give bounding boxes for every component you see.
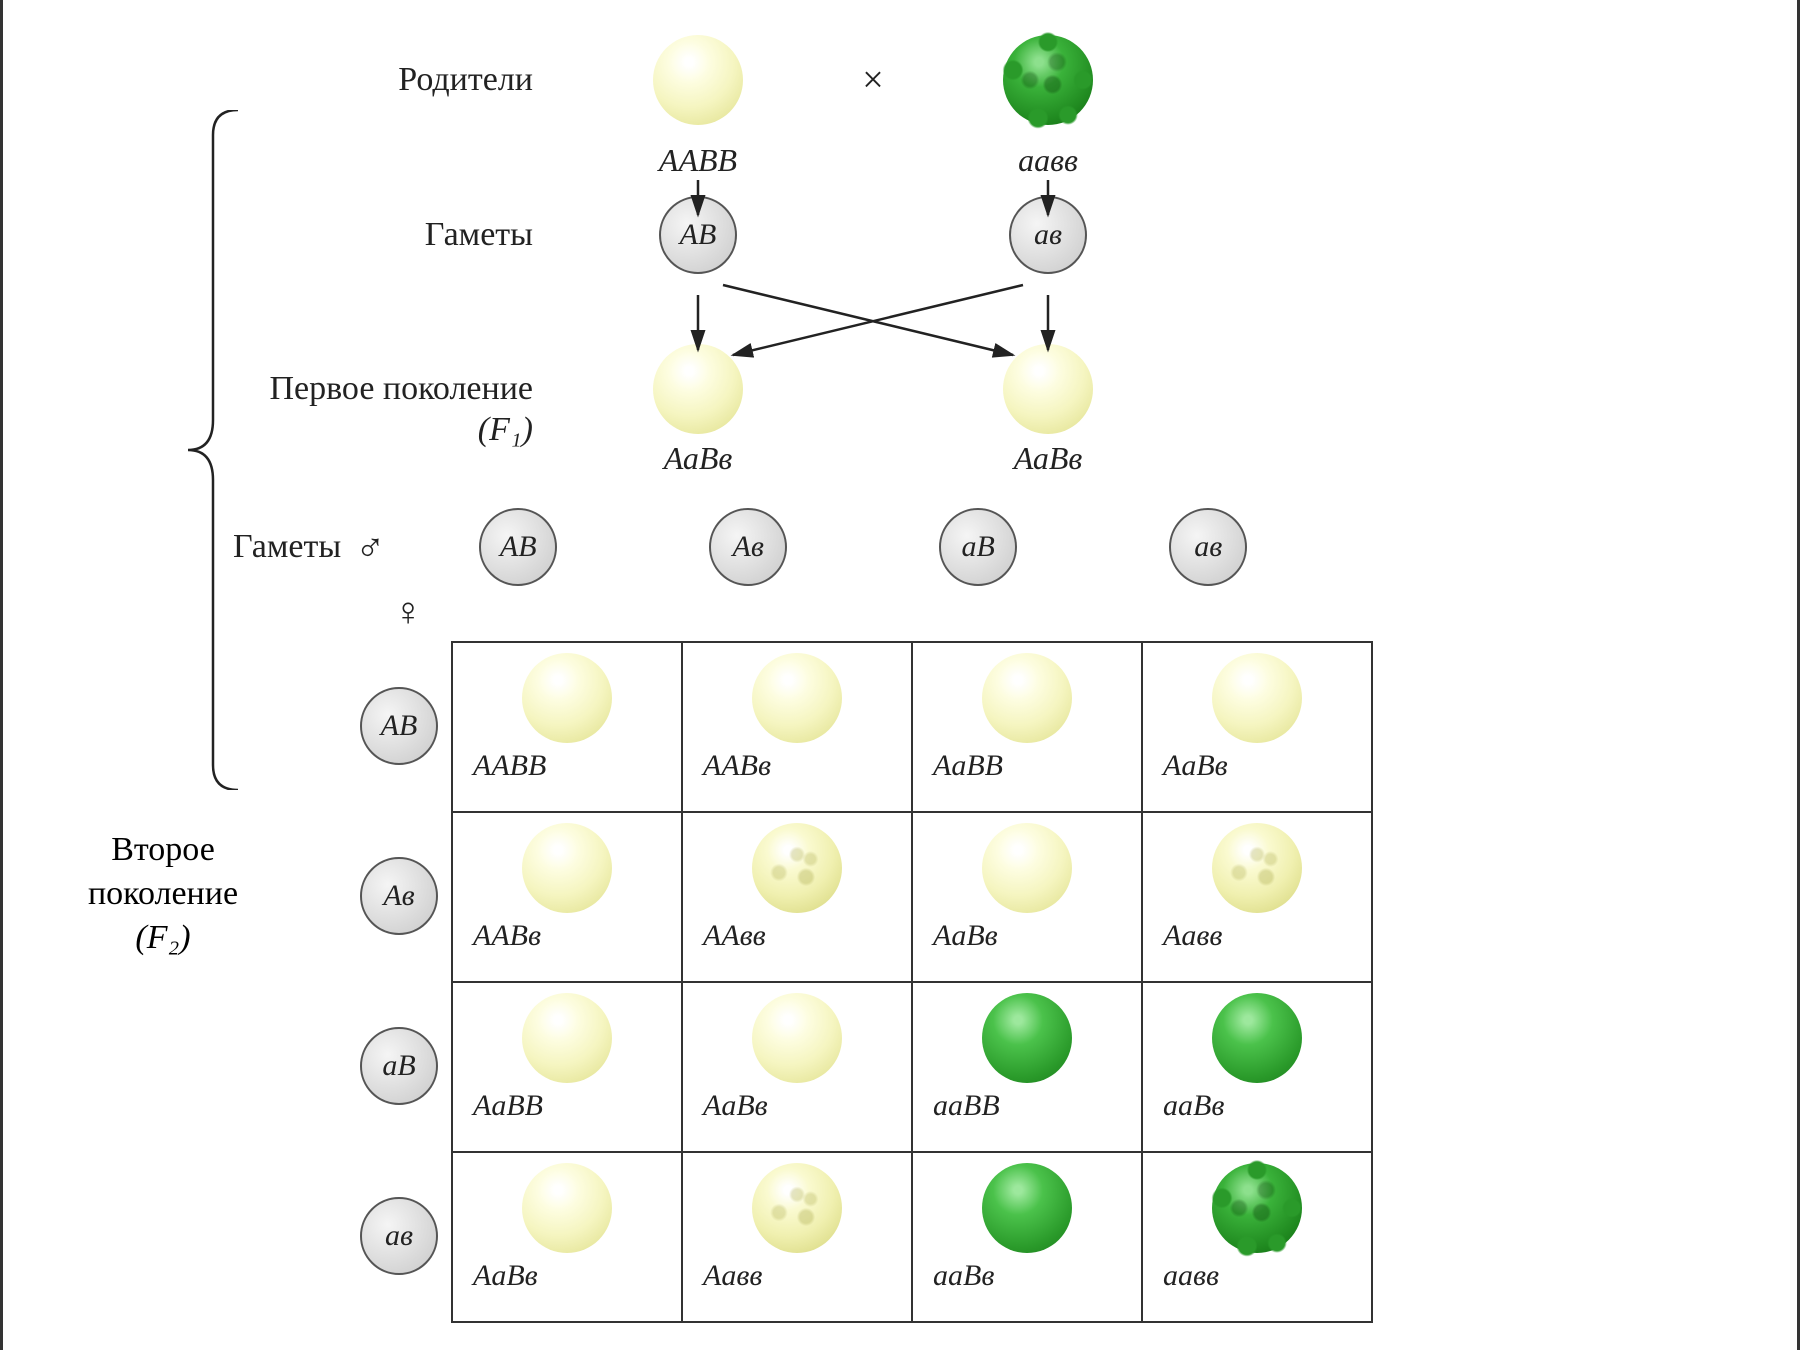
cell-genotype: AABв bbox=[453, 919, 681, 953]
pea-phenotype bbox=[1212, 993, 1302, 1083]
parent-2-genotype: аавв bbox=[1018, 142, 1078, 179]
punnett-cell: AaBв bbox=[1142, 642, 1372, 812]
punnett-cell: aaBв bbox=[1142, 982, 1372, 1152]
punnett-cell: AAвв bbox=[682, 812, 912, 982]
col-gamete-1-text: Aв bbox=[733, 530, 764, 564]
pea-phenotype bbox=[522, 1163, 612, 1253]
parent-2-pea bbox=[1003, 35, 1093, 125]
punnett-cell: AaBв bbox=[682, 982, 912, 1152]
f2-symbol: (F₂) bbox=[43, 916, 283, 960]
col-gamete-3-text: ав bbox=[1194, 530, 1222, 564]
f1-offspring-1: АаВв bbox=[653, 344, 743, 477]
punnett-cell: AABB bbox=[452, 642, 682, 812]
cell-genotype: AaBв bbox=[683, 1089, 911, 1123]
pea-phenotype bbox=[752, 1163, 842, 1253]
gametes-header-label: Гаметы bbox=[233, 528, 341, 566]
cell-genotype: AaBв bbox=[453, 1259, 681, 1293]
punnett-table: AABBAABвAaBBAaBвAABвAAввAaBвAaввAaBBAaBв… bbox=[451, 641, 1373, 1323]
f2-label: Второе поколение (F₂) bbox=[43, 828, 283, 961]
row-gamete-0: AB bbox=[360, 687, 438, 765]
parent-1-pea bbox=[653, 35, 743, 125]
gamete-AB: AB bbox=[659, 196, 737, 274]
row-gamete-0-text: AB bbox=[381, 709, 418, 743]
col-gamete-1: Aв bbox=[709, 508, 787, 586]
pea-phenotype bbox=[982, 823, 1072, 913]
punnett-cell: aaBв bbox=[912, 1152, 1142, 1322]
row-gamete-3: ав bbox=[360, 1197, 438, 1275]
cell-genotype: Aaвв bbox=[683, 1259, 911, 1293]
parental-cross-diagram: Родители × AABB аавв Гаметы AB ав Первое… bbox=[103, 20, 1757, 490]
female-symbol: ♀ bbox=[393, 589, 423, 634]
f1-label-text: Первое поколение bbox=[269, 369, 533, 410]
punnett-section: Второе поколение (F₂) Гаметы ♂ AB Aв aB … bbox=[43, 508, 1757, 1323]
gamete-ab: ав bbox=[1009, 196, 1087, 274]
pea-phenotype bbox=[522, 993, 612, 1083]
f2-bracket bbox=[183, 110, 243, 790]
cell-genotype: aaBв bbox=[1143, 1089, 1371, 1123]
punnett-cell: AaBв bbox=[452, 1152, 682, 1322]
col-gamete-2-text: aB bbox=[962, 530, 995, 564]
f1-offspring-2: АаВв bbox=[1003, 344, 1093, 477]
punnett-cell: AaBB bbox=[452, 982, 682, 1152]
col-gamete-2: aB bbox=[939, 508, 1017, 586]
row-gamete-1-text: Aв bbox=[383, 879, 414, 913]
punnett-cell: Aaвв bbox=[1142, 812, 1372, 982]
pea-phenotype bbox=[1212, 1163, 1302, 1253]
row-gamete-3-text: ав bbox=[385, 1219, 413, 1253]
col-gamete-0-text: AB bbox=[500, 530, 537, 564]
f1-pea-2 bbox=[1003, 344, 1093, 434]
cell-genotype: AABB bbox=[453, 749, 681, 783]
punnett-cell: аавв bbox=[1142, 1152, 1372, 1322]
parent-1-genotype: AABB bbox=[659, 142, 737, 179]
pea-phenotype bbox=[1212, 823, 1302, 913]
punnett-cell: Aaвв bbox=[682, 1152, 912, 1322]
pea-phenotype bbox=[1212, 653, 1302, 743]
gametes-label: Гаметы bbox=[425, 216, 563, 254]
cell-genotype: aaBв bbox=[913, 1259, 1141, 1293]
pea-phenotype bbox=[982, 653, 1072, 743]
cross-symbol: × bbox=[862, 58, 883, 102]
punnett-cell: AABв bbox=[682, 642, 912, 812]
f1-genotype-1: АаВв bbox=[653, 440, 743, 477]
cell-genotype: Aaвв bbox=[1143, 919, 1371, 953]
male-symbol: ♂ bbox=[355, 524, 385, 571]
cell-genotype: AABв bbox=[683, 749, 911, 783]
punnett-square: Гаметы ♂ AB Aв aB ав ♀ AB Aв aB ав AABBA… bbox=[283, 508, 1373, 1323]
pea-phenotype bbox=[752, 993, 842, 1083]
parent-1 bbox=[653, 35, 743, 125]
gamete-ab-text: ав bbox=[1034, 218, 1062, 252]
cell-genotype: AaBв bbox=[1143, 749, 1371, 783]
cell-genotype: AAвв bbox=[683, 919, 911, 953]
f2-label-b: поколение bbox=[43, 872, 283, 916]
gamete-AB-text: AB bbox=[680, 218, 717, 252]
row-gamete-2-text: aB bbox=[382, 1049, 415, 1083]
f1-genotype-2: АаВв bbox=[1003, 440, 1093, 477]
parent-2 bbox=[1003, 35, 1093, 125]
punnett-cell: aaBB bbox=[912, 982, 1142, 1152]
f1-label: Первое поколение (F₁) bbox=[269, 369, 563, 451]
f1-symbol: (F₁) bbox=[269, 410, 533, 451]
pea-phenotype bbox=[752, 823, 842, 913]
pea-phenotype bbox=[752, 653, 842, 743]
cell-genotype: aaBB bbox=[913, 1089, 1141, 1123]
pea-phenotype bbox=[982, 1163, 1072, 1253]
cell-genotype: аавв bbox=[1143, 1259, 1371, 1293]
row-gamete-1: Aв bbox=[360, 857, 438, 935]
pea-phenotype bbox=[522, 653, 612, 743]
pea-phenotype bbox=[522, 823, 612, 913]
gametes-header: Гаметы ♂ AB Aв aB ав bbox=[233, 508, 1373, 586]
punnett-cell: AABв bbox=[452, 812, 682, 982]
col-gamete-0: AB bbox=[479, 508, 557, 586]
cell-genotype: AaBв bbox=[913, 919, 1141, 953]
parents-label: Родители bbox=[398, 61, 563, 99]
cell-genotype: AaBB bbox=[913, 749, 1141, 783]
col-gamete-3: ав bbox=[1169, 508, 1247, 586]
f2-label-a: Второе bbox=[43, 828, 283, 872]
punnett-cell: AaBB bbox=[912, 642, 1142, 812]
pea-phenotype bbox=[982, 993, 1072, 1083]
row-gamete-2: aB bbox=[360, 1027, 438, 1105]
punnett-cell: AaBв bbox=[912, 812, 1142, 982]
f1-pea-1 bbox=[653, 344, 743, 434]
cell-genotype: AaBB bbox=[453, 1089, 681, 1123]
